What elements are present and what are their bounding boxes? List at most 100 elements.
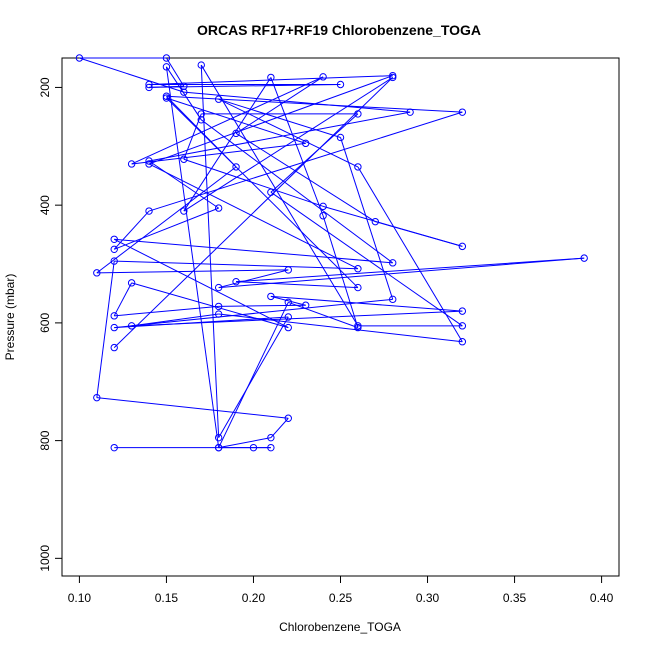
series-segment	[270, 295, 463, 312]
series-segment	[218, 437, 271, 449]
data-point	[110, 443, 118, 452]
data-point	[232, 163, 240, 171]
series-segment	[183, 91, 411, 113]
series-segment	[200, 65, 220, 438]
series-segment	[270, 295, 306, 306]
data-point	[458, 307, 467, 315]
series-segment	[218, 316, 289, 438]
series-segment	[236, 281, 358, 289]
x-tick-label: 0.20	[242, 591, 266, 605]
series-segment	[322, 215, 359, 328]
data-point	[319, 73, 327, 81]
data-point	[301, 139, 310, 148]
series-segment	[96, 166, 237, 274]
y-axis: 200 400 600 800 1000	[38, 77, 63, 572]
series-segment	[165, 66, 220, 448]
data-point	[336, 80, 345, 89]
data-point	[127, 279, 136, 287]
series-segment	[166, 57, 185, 87]
series-segment	[218, 98, 341, 138]
series-segment	[200, 119, 394, 264]
data-point	[284, 266, 292, 274]
y-tick-label: 800	[38, 430, 52, 450]
data-point	[354, 323, 362, 332]
series-segment	[183, 158, 324, 207]
series-layer	[75, 54, 588, 452]
series-segment	[114, 238, 393, 264]
y-tick-label: 400	[38, 195, 52, 215]
data-point	[197, 110, 205, 118]
series-segment	[96, 261, 115, 398]
data-point	[127, 160, 136, 168]
series-segment	[218, 313, 463, 343]
data-point	[336, 133, 345, 142]
data-point	[145, 83, 153, 92]
data-point	[267, 292, 275, 301]
data-point	[162, 54, 171, 62]
x-tick-label: 0.25	[329, 591, 353, 605]
data-point	[458, 242, 467, 251]
series-segment	[166, 95, 463, 113]
series-segment	[114, 305, 219, 317]
series-segment	[114, 207, 219, 250]
series-segment	[218, 304, 306, 307]
data-point	[214, 95, 223, 103]
series-segment	[235, 132, 376, 223]
data-point	[249, 443, 258, 452]
data-point	[110, 257, 118, 265]
x-tick-label: 0.15	[155, 591, 179, 605]
series-segment	[149, 75, 393, 85]
data-point	[319, 202, 327, 211]
series-segment	[322, 205, 463, 247]
series-segment	[131, 282, 289, 329]
data-point	[284, 414, 292, 422]
x-axis-label: Chlorobenzene_TOGA	[279, 620, 401, 634]
data-point	[145, 207, 153, 215]
data-point	[458, 322, 467, 330]
series-segment	[113, 77, 394, 348]
series-segment	[340, 137, 394, 300]
data-point	[214, 283, 223, 292]
data-point	[180, 207, 188, 215]
data-point	[267, 73, 275, 82]
data-point	[145, 157, 153, 165]
data-point	[284, 313, 292, 321]
data-point	[354, 283, 362, 292]
series-segment	[148, 75, 393, 165]
data-point	[354, 163, 362, 171]
data-point	[75, 54, 84, 62]
data-point	[267, 188, 275, 196]
data-point	[180, 155, 188, 163]
data-point	[458, 108, 467, 116]
series-segment	[270, 191, 463, 327]
series-segment	[113, 238, 289, 329]
series-segment	[357, 166, 463, 342]
x-tick-label: 0.35	[503, 591, 527, 605]
series-segment	[148, 163, 359, 270]
y-tick-label: 1000	[38, 545, 52, 572]
data-point	[214, 433, 223, 442]
x-tick-label: 0.30	[416, 591, 440, 605]
data-point	[389, 73, 397, 82]
x-tick-label: 0.10	[68, 591, 92, 605]
data-point	[232, 129, 240, 138]
data-point	[110, 235, 118, 244]
data-point	[93, 393, 101, 402]
data-point	[354, 265, 362, 273]
data-point	[319, 212, 327, 220]
data-point	[214, 302, 223, 311]
series-segment	[96, 397, 289, 419]
series-segment	[270, 417, 289, 439]
x-axis: 0.10 0.15 0.20 0.25 0.30 0.35 0.40	[68, 575, 614, 605]
data-point	[267, 443, 275, 452]
series-segment	[131, 313, 219, 327]
data-point	[180, 82, 188, 90]
series-segment	[114, 260, 358, 270]
data-point	[214, 443, 223, 452]
y-axis-label: Pressure (mbar)	[3, 274, 17, 361]
data-point	[162, 63, 171, 71]
series-segment	[218, 269, 289, 289]
series-segment	[235, 76, 324, 134]
series-segment	[166, 97, 306, 144]
